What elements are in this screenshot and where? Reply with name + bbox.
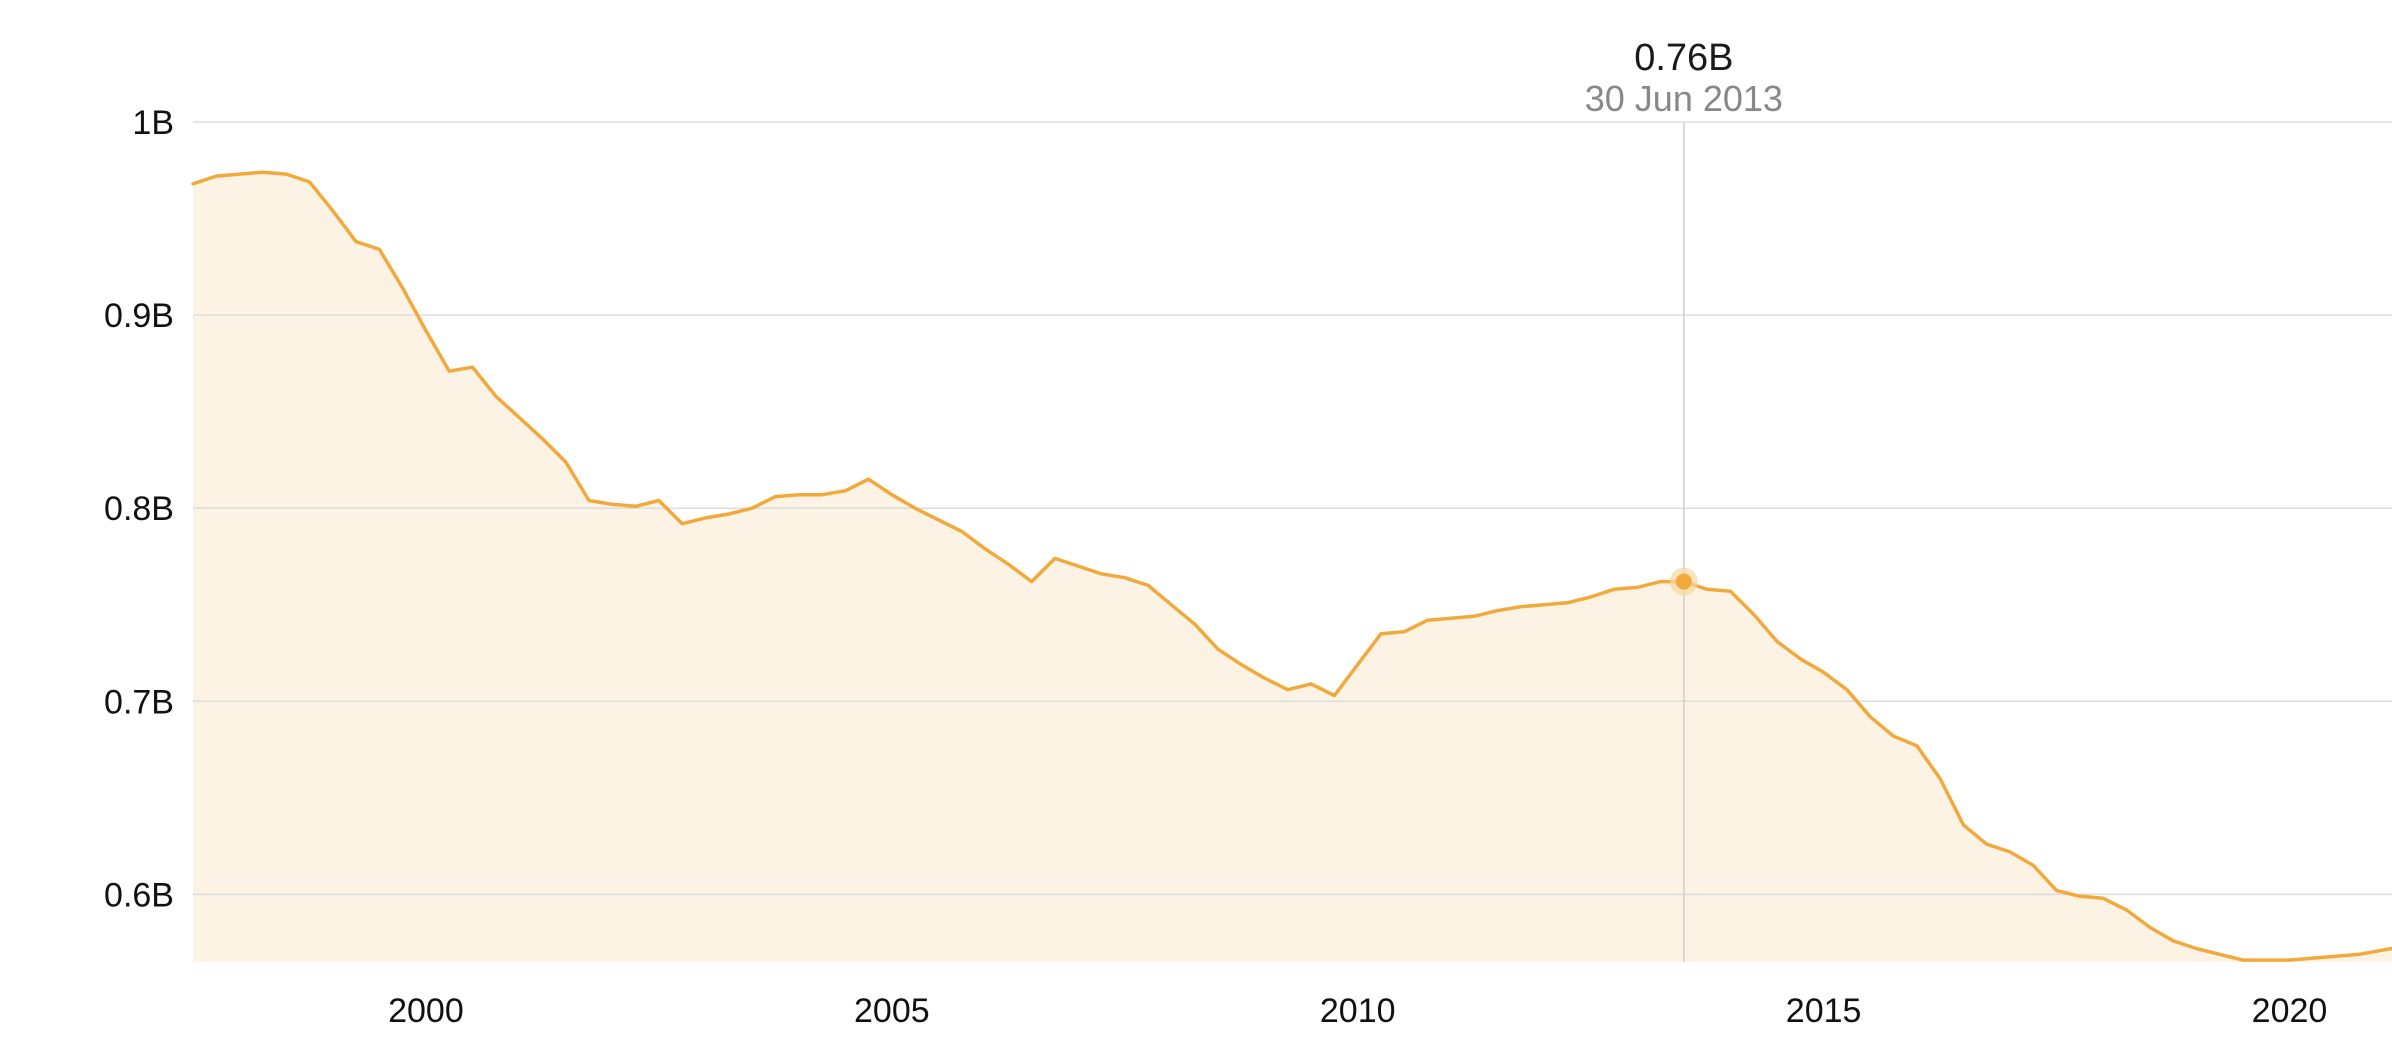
area-fill <box>193 172 2392 962</box>
x-tick-label: 2020 <box>2252 992 2328 1030</box>
x-tick-label: 2010 <box>1320 992 1396 1030</box>
x-tick-label: 2000 <box>388 992 464 1030</box>
y-tick-label: 0.9B <box>104 297 174 335</box>
series-line <box>191 170 2392 962</box>
series-area <box>193 172 2392 962</box>
x-tick-label: 2015 <box>1786 992 1862 1030</box>
y-axis-labels: 1B 0.9B 0.8B 0.7B 0.6B <box>104 104 174 914</box>
tooltip-date: 30 Jun 2013 <box>1585 78 1783 119</box>
series-path <box>191 170 2392 962</box>
x-axis-labels: 2000 2005 2010 2015 2020 <box>388 992 2327 1030</box>
y-tick-label: 0.6B <box>104 876 174 914</box>
x-tick-label: 2005 <box>854 992 930 1030</box>
gridlines <box>193 121 2392 896</box>
y-tick-label: 0.8B <box>104 490 174 528</box>
tooltip-value: 0.76B <box>1634 37 1733 79</box>
hover-tooltip: 0.76B 30 Jun 2013 <box>1585 37 1783 962</box>
highlight-point[interactable] <box>1675 573 1692 590</box>
y-tick-label: 1B <box>132 104 174 142</box>
y-tick-label: 0.7B <box>104 683 174 721</box>
